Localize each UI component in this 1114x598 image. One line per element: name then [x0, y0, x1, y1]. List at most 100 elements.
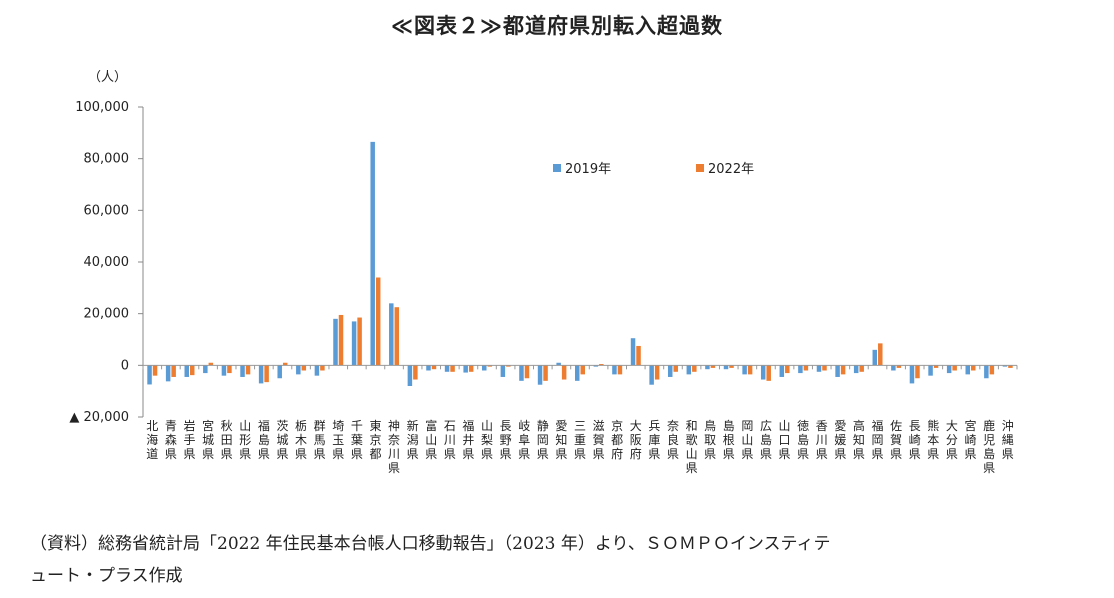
category-label: 石川県	[444, 419, 456, 461]
category-label: 奈良県	[667, 419, 679, 461]
bar-2022	[450, 365, 455, 372]
bar-2019	[184, 365, 189, 377]
category-label: 熊本県	[927, 418, 939, 461]
bar-2019	[389, 303, 394, 366]
bar-2019	[147, 365, 152, 385]
y-tick-label: 0	[121, 358, 129, 373]
bar-2022	[822, 365, 827, 371]
bar-2022	[506, 365, 511, 367]
bar-2022	[152, 365, 158, 376]
bar-2022	[189, 365, 195, 376]
bar-2022	[617, 365, 623, 375]
bar-2019	[463, 365, 468, 373]
category-label: 三重県	[574, 419, 586, 461]
category-label: 愛知県	[555, 419, 567, 461]
bar-2022	[859, 365, 864, 372]
y-tick-label: 80,000	[84, 152, 130, 167]
bar-2019	[575, 365, 580, 381]
bar-2019	[1002, 365, 1008, 367]
category-label: 徳島県	[797, 418, 809, 461]
bar-2019	[835, 365, 840, 377]
bar-2019	[705, 365, 710, 370]
bar-2022	[896, 365, 902, 368]
bar-2022	[171, 365, 176, 377]
category-label: 埼玉県	[332, 419, 344, 461]
bar-2022	[301, 365, 307, 371]
bar-2019	[221, 365, 227, 376]
category-label: 山形県	[239, 419, 251, 461]
category-label: 新潟県	[407, 418, 419, 461]
y-tick-label: 100,000	[75, 100, 129, 115]
bar-2022	[264, 365, 269, 383]
bar-2022	[245, 365, 251, 375]
bar-2022	[989, 365, 995, 375]
bar-2019	[649, 365, 654, 385]
bar-2022	[543, 365, 548, 381]
bar-2022	[785, 365, 790, 374]
bar-2022	[487, 365, 493, 367]
bar-2019	[630, 338, 636, 366]
legend-swatch-2022	[696, 163, 704, 172]
legend-swatch-2019	[553, 163, 561, 172]
bar-2019	[426, 365, 431, 371]
bar-2019	[742, 365, 747, 375]
bar-2019	[816, 365, 822, 372]
category-labels: 北海道青森県岩手県宮城県秋田県山形県福島県茨城県栃木県群馬県埼玉県千葉県東京都神…	[146, 418, 1013, 475]
category-label: 北海道	[146, 419, 158, 461]
bar-2022	[375, 277, 381, 366]
bar-2019	[612, 365, 617, 375]
category-label: 大分県	[946, 419, 958, 461]
bar-2019	[984, 365, 989, 379]
category-label: 群馬県	[314, 419, 326, 461]
category-label: 富山県	[425, 418, 437, 461]
bar-2019	[258, 365, 264, 384]
bar-2019	[891, 365, 896, 371]
bar-2019	[296, 365, 301, 375]
legend-label-2022: 2022年	[708, 162, 755, 177]
bar-2022	[357, 317, 362, 366]
category-label: 高知県	[853, 418, 865, 461]
bar-2022	[710, 365, 716, 368]
source-note: （資料）総務省統計局「2022 年住民基本台帳人口移動報告」（2023 年）より…	[30, 528, 1030, 592]
bar-2019	[351, 321, 357, 366]
bar-2019	[482, 365, 487, 371]
category-label: 長崎県	[909, 419, 921, 461]
bar-2019	[909, 365, 915, 384]
legend-item-2022: 2022年	[696, 158, 754, 177]
category-label: 鳥取県	[704, 418, 716, 461]
bar-2022	[282, 362, 288, 366]
category-label: 和歌山県	[686, 419, 698, 475]
bar-2019	[872, 349, 878, 366]
bar-2022	[673, 365, 678, 372]
bar-2022	[227, 365, 232, 374]
category-label: 岐阜県	[518, 419, 530, 461]
bar-2019	[779, 365, 785, 377]
bar-2022	[803, 365, 809, 371]
bar-2019	[333, 318, 338, 366]
bar-2022	[208, 362, 214, 366]
category-label: 岡山県	[741, 419, 753, 461]
y-tick-label: ▲ 20,000	[69, 410, 129, 425]
bar-2022	[654, 365, 660, 380]
bar-2019	[314, 365, 320, 376]
category-label: 広島県	[760, 419, 772, 461]
category-label: 島根県	[723, 418, 735, 461]
legend-label-2019: 2019年	[565, 162, 612, 177]
bar-2022	[878, 343, 883, 366]
source-line-1: （資料）総務省統計局「2022 年住民基本台帳人口移動報告」（2023 年）より…	[30, 534, 831, 554]
y-axis-unit: （人）	[88, 70, 128, 85]
category-label: 福岡県	[872, 418, 884, 461]
category-label: 静岡県	[537, 419, 549, 461]
bar-2019	[946, 365, 952, 374]
bar-2022	[933, 365, 939, 368]
bar-2022	[952, 365, 957, 371]
category-label: 宮城県	[202, 418, 214, 461]
bar-2019	[277, 365, 282, 379]
bars	[147, 141, 1013, 386]
bar-2019	[686, 365, 692, 375]
legend-item-2019: 2019年	[553, 158, 611, 177]
bar-2022	[338, 314, 344, 366]
bar-2022	[394, 307, 400, 366]
category-label: 宮崎県	[965, 418, 977, 461]
bar-2019	[723, 365, 729, 370]
